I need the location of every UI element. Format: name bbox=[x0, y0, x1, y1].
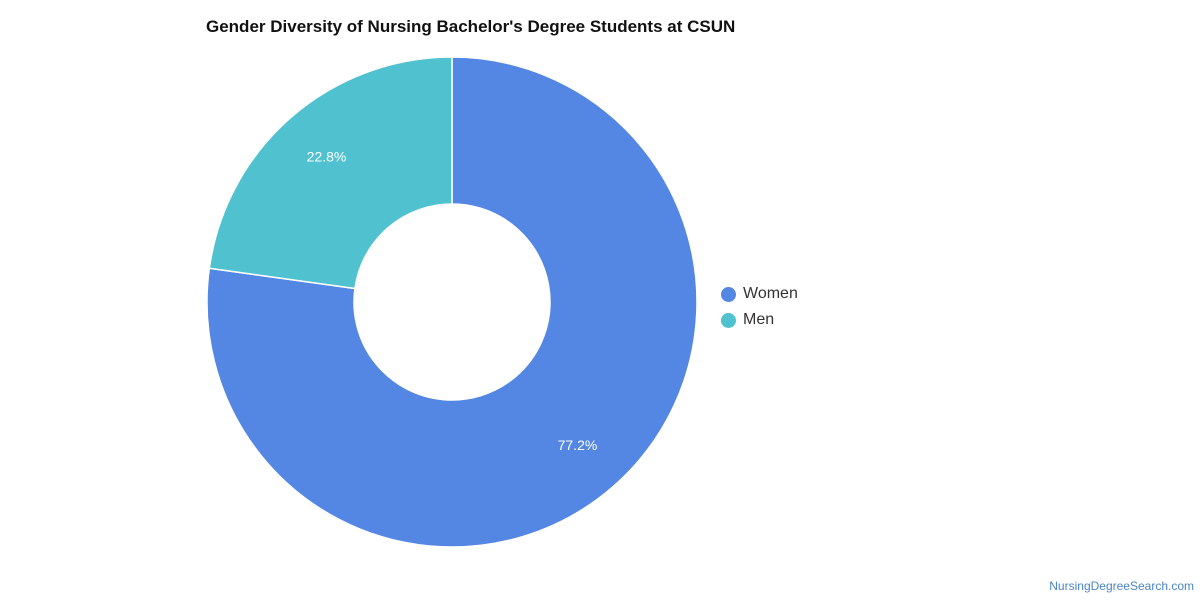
slice-women[interactable] bbox=[206, 56, 698, 548]
legend-swatch-men bbox=[721, 312, 736, 328]
data-label-women: 77.2% bbox=[558, 437, 598, 453]
source-credit[interactable]: NursingDegreeSearch.com bbox=[1049, 579, 1194, 593]
data-label-men: 22.8% bbox=[307, 149, 347, 165]
slice-men[interactable] bbox=[208, 56, 453, 290]
legend-item-women[interactable]: Women bbox=[721, 281, 798, 307]
chart-legend: Women Men bbox=[721, 281, 798, 333]
legend-label-men: Men bbox=[743, 311, 775, 328]
legend-swatch-women bbox=[721, 286, 736, 302]
legend-item-men[interactable]: Men bbox=[721, 307, 798, 333]
legend-label-women: Women bbox=[743, 285, 798, 302]
chart-title: Gender Diversity of Nursing Bachelor's D… bbox=[206, 17, 736, 36]
